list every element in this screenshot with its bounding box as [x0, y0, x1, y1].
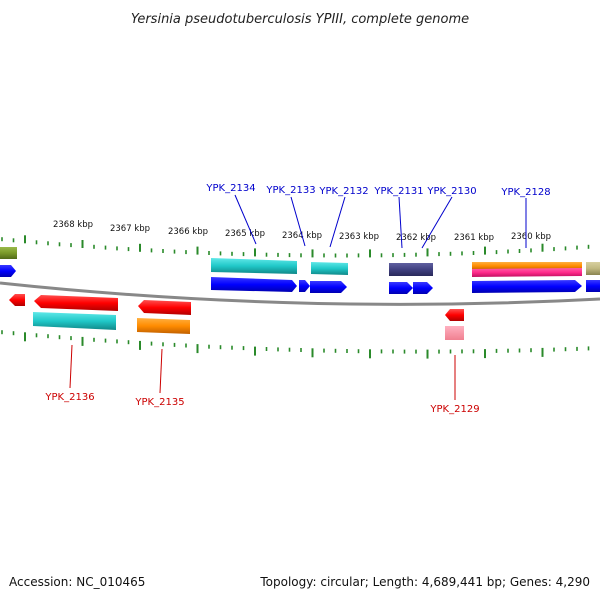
kbp-label: 2366 kbp — [168, 227, 208, 237]
kbp-label: 2362 kbp — [396, 233, 436, 243]
forward-gene-labels: YPK_2134 YPK_2133 YPK_2132 YPK_2131 YPK_… — [205, 183, 551, 249]
top-tick-row — [1, 235, 590, 258]
accession-text: Accession: NC_010465 — [9, 575, 145, 589]
genome-backbone — [0, 281, 600, 306]
kbp-label: 2360 kbp — [511, 232, 551, 242]
gene-feature[interactable] — [211, 258, 297, 274]
label-leader-line — [69, 344, 73, 389]
gene-feature[interactable] — [445, 326, 464, 340]
label-leader-line — [329, 196, 346, 248]
gene-feature[interactable] — [389, 282, 413, 294]
gene-feature[interactable] — [138, 300, 191, 315]
gene-feature[interactable] — [472, 262, 582, 270]
gene-label-ypk-2129[interactable]: YPK_2129 — [429, 404, 479, 415]
gene-label-ypk-2133[interactable]: YPK_2133 — [265, 185, 315, 196]
gene-feature[interactable] — [472, 280, 582, 293]
gene-feature[interactable] — [586, 262, 600, 275]
topology-text: Topology: circular; Length: 4,689,441 bp… — [259, 575, 590, 589]
gene-feature[interactable] — [445, 309, 464, 321]
gene-feature[interactable] — [299, 280, 310, 292]
gene-feature[interactable] — [472, 268, 582, 277]
gene-label-ypk-2134[interactable]: YPK_2134 — [205, 183, 255, 194]
gene-feature[interactable] — [34, 295, 118, 311]
genome-title: Yersinia pseudotuberculosis YPIII, compl… — [131, 12, 469, 27]
gene-feature[interactable] — [413, 282, 433, 294]
gene-label-ypk-2128[interactable]: YPK_2128 — [500, 187, 550, 198]
forward-strand — [0, 247, 600, 294]
gene-feature[interactable] — [586, 280, 600, 292]
kbp-label: 2367 kbp — [110, 224, 150, 234]
bottom-tick-row — [1, 330, 590, 359]
kbp-label: 2368 kbp — [53, 220, 93, 230]
gene-label-ypk-2136[interactable]: YPK_2136 — [44, 392, 94, 403]
gene-feature[interactable] — [0, 265, 16, 277]
kbp-scale: 2368 kbp 2367 kbp 2366 kbp 2365 kbp 2364… — [53, 220, 551, 243]
gene-label-ypk-2130[interactable]: YPK_2130 — [426, 186, 476, 197]
gene-label-ypk-2132[interactable]: YPK_2132 — [318, 186, 368, 197]
label-leader-line — [421, 196, 453, 249]
label-leader-line — [234, 194, 257, 245]
gene-feature[interactable] — [211, 277, 297, 292]
gene-feature[interactable] — [389, 263, 433, 276]
gene-label-ypk-2135[interactable]: YPK_2135 — [134, 397, 184, 408]
gene-feature[interactable] — [9, 294, 25, 306]
gene-feature[interactable] — [310, 281, 347, 293]
gene-feature[interactable] — [0, 247, 17, 259]
gene-label-ypk-2131[interactable]: YPK_2131 — [373, 186, 423, 197]
kbp-label: 2363 kbp — [339, 232, 379, 242]
reverse-gene-labels: YPK_2136 YPK_2135 YPK_2129 — [44, 344, 480, 415]
gene-feature[interactable] — [311, 262, 348, 275]
label-leader-line — [290, 196, 306, 247]
label-leader-line — [398, 196, 403, 249]
kbp-label: 2361 kbp — [454, 233, 494, 243]
gene-feature[interactable] — [33, 312, 116, 330]
label-leader-line — [159, 348, 163, 394]
gene-feature[interactable] — [137, 318, 190, 334]
reverse-strand — [9, 294, 464, 340]
kbp-label: 2365 kbp — [225, 229, 265, 239]
